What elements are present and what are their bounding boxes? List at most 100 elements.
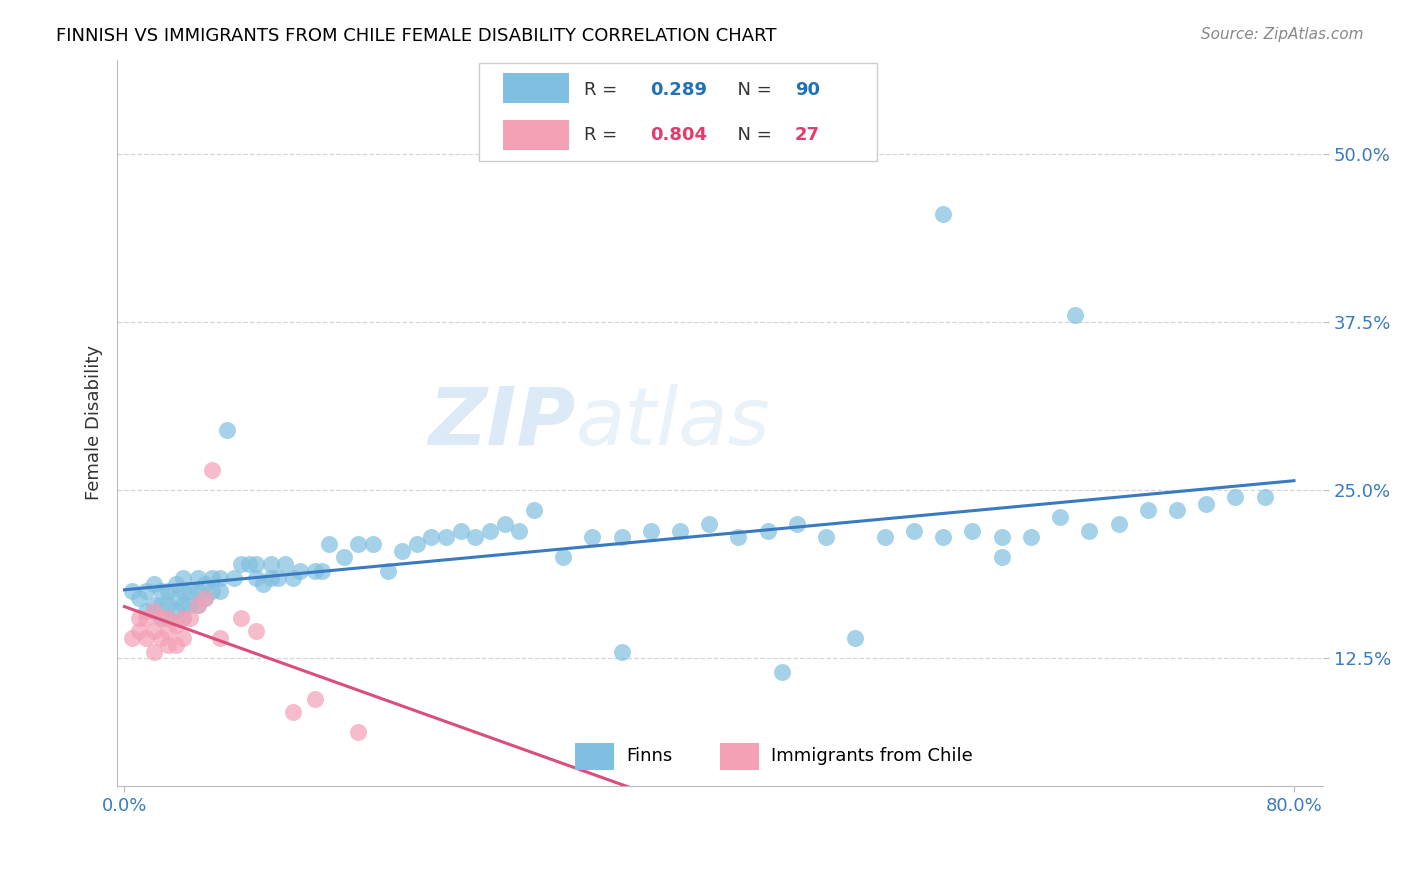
- Point: [990, 550, 1012, 565]
- Point: [165, 617, 187, 632]
- FancyBboxPatch shape: [720, 742, 759, 770]
- Point: [873, 530, 896, 544]
- Point: [157, 584, 180, 599]
- Point: [187, 598, 209, 612]
- Point: [962, 524, 984, 538]
- Point: [288, 564, 311, 578]
- Point: [1136, 503, 1159, 517]
- Point: [172, 611, 194, 625]
- Point: [990, 530, 1012, 544]
- Point: [770, 665, 793, 679]
- Point: [179, 598, 201, 612]
- Point: [697, 516, 720, 531]
- Point: [157, 611, 180, 625]
- Text: R =: R =: [583, 80, 623, 99]
- Point: [135, 611, 157, 625]
- Point: [208, 584, 231, 599]
- Point: [523, 503, 546, 517]
- Point: [142, 604, 165, 618]
- Point: [201, 584, 224, 599]
- Point: [187, 598, 209, 612]
- Point: [304, 564, 326, 578]
- Point: [142, 624, 165, 639]
- Point: [311, 564, 333, 578]
- Point: [179, 584, 201, 599]
- Text: Finns: Finns: [626, 747, 672, 765]
- Point: [245, 624, 267, 639]
- Point: [172, 584, 194, 599]
- Text: ZIP: ZIP: [427, 384, 575, 462]
- Text: 0.289: 0.289: [650, 80, 707, 99]
- Point: [267, 571, 290, 585]
- Point: [238, 557, 260, 571]
- Point: [1063, 308, 1085, 322]
- Point: [727, 530, 749, 544]
- Point: [142, 598, 165, 612]
- Point: [786, 516, 808, 531]
- Point: [756, 524, 779, 538]
- Y-axis label: Female Disability: Female Disability: [86, 345, 103, 500]
- Point: [333, 550, 356, 565]
- Point: [142, 644, 165, 658]
- Point: [194, 591, 217, 605]
- Point: [172, 571, 194, 585]
- Point: [150, 631, 173, 645]
- Point: [405, 537, 427, 551]
- Point: [150, 611, 173, 625]
- Point: [844, 631, 866, 645]
- Point: [208, 571, 231, 585]
- Point: [464, 530, 486, 544]
- Point: [157, 611, 180, 625]
- Point: [128, 624, 150, 639]
- Point: [121, 584, 143, 599]
- Point: [274, 557, 297, 571]
- FancyBboxPatch shape: [503, 120, 569, 151]
- Point: [581, 530, 603, 544]
- Point: [157, 598, 180, 612]
- Point: [157, 638, 180, 652]
- Point: [135, 604, 157, 618]
- Point: [640, 524, 662, 538]
- Point: [450, 524, 472, 538]
- Point: [318, 537, 340, 551]
- Point: [815, 530, 838, 544]
- Text: 90: 90: [794, 80, 820, 99]
- Text: R =: R =: [583, 126, 623, 144]
- Point: [201, 571, 224, 585]
- Point: [165, 604, 187, 618]
- Text: 0.804: 0.804: [650, 126, 707, 144]
- Point: [128, 611, 150, 625]
- Point: [420, 530, 443, 544]
- Point: [187, 584, 209, 599]
- Point: [165, 638, 187, 652]
- Point: [347, 725, 370, 739]
- Point: [179, 611, 201, 625]
- Point: [142, 577, 165, 591]
- FancyBboxPatch shape: [479, 63, 877, 161]
- Point: [1108, 516, 1130, 531]
- Point: [347, 537, 370, 551]
- Text: atlas: atlas: [575, 384, 770, 462]
- Point: [304, 691, 326, 706]
- Point: [172, 611, 194, 625]
- Point: [224, 571, 246, 585]
- Text: N =: N =: [727, 126, 778, 144]
- Point: [150, 584, 173, 599]
- FancyBboxPatch shape: [503, 72, 569, 103]
- Point: [172, 631, 194, 645]
- Point: [1195, 497, 1218, 511]
- Point: [135, 584, 157, 599]
- Point: [508, 524, 530, 538]
- Point: [165, 591, 187, 605]
- Point: [157, 624, 180, 639]
- Point: [903, 524, 925, 538]
- Point: [260, 557, 283, 571]
- Text: 27: 27: [794, 126, 820, 144]
- Point: [194, 591, 217, 605]
- Point: [610, 644, 633, 658]
- Point: [1049, 510, 1071, 524]
- Text: FINNISH VS IMMIGRANTS FROM CHILE FEMALE DISABILITY CORRELATION CHART: FINNISH VS IMMIGRANTS FROM CHILE FEMALE …: [56, 27, 776, 45]
- Point: [1166, 503, 1188, 517]
- Point: [478, 524, 501, 538]
- Point: [281, 571, 304, 585]
